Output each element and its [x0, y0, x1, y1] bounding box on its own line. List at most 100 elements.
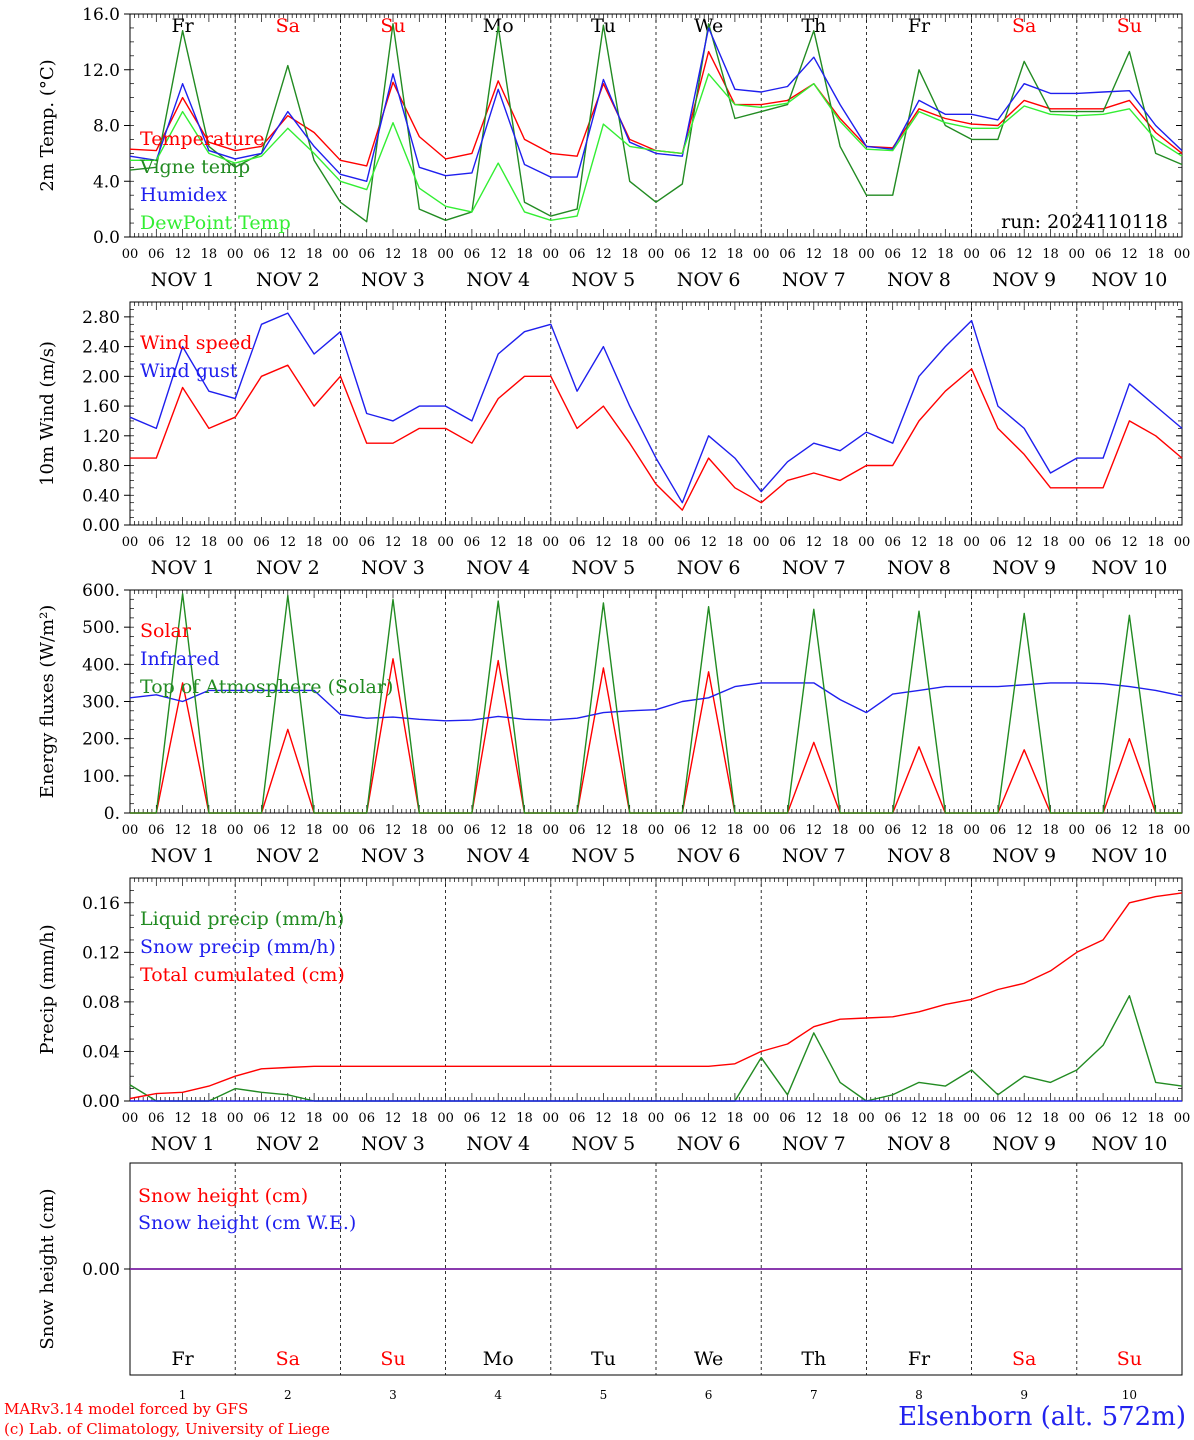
y-axis-label: Snow height (cm): [37, 1188, 58, 1349]
legend-entry: Vigne temp: [139, 156, 250, 178]
hour-tick-label: 06: [569, 247, 586, 262]
y-tick-label: 1.20: [82, 427, 120, 447]
hour-tick-label: 00: [543, 535, 560, 550]
hour-tick-label: 06: [779, 823, 796, 838]
hour-tick-label: 06: [358, 823, 375, 838]
hour-tick-label: 06: [464, 823, 481, 838]
hour-tick-label: 00: [858, 823, 875, 838]
hour-tick-label: 06: [1095, 247, 1112, 262]
y-tick-label: 4.0: [93, 172, 120, 192]
hour-tick-label: 06: [779, 247, 796, 262]
hour-tick-label: 00: [1069, 823, 1086, 838]
hour-tick-label: 06: [569, 1111, 586, 1126]
series-line: [129, 892, 1183, 1100]
hour-tick-label: 12: [911, 823, 928, 838]
hour-tick-label: 12: [385, 1111, 402, 1126]
hour-tick-label: 18: [516, 535, 533, 550]
legend-entry: Temperature: [140, 128, 264, 150]
hour-tick-label: 12: [595, 823, 612, 838]
hour-tick-label: 06: [884, 1111, 901, 1126]
hour-tick-label: 12: [490, 247, 507, 262]
hour-tick-label: 18: [832, 247, 849, 262]
y-tick-label: 0.00: [82, 1092, 120, 1112]
y-axis-label: 2m Temp. (°C): [37, 59, 58, 191]
hour-tick-label: 12: [1016, 535, 1033, 550]
hour-tick-label: 06: [674, 1111, 691, 1126]
y-tick-label: 400.: [82, 655, 120, 675]
hour-tick-label: 06: [464, 535, 481, 550]
hour-tick-label: 06: [779, 535, 796, 550]
hour-tick-label: 06: [358, 247, 375, 262]
weekday-label: Th: [801, 15, 826, 37]
date-label: NOV 9: [992, 269, 1056, 291]
date-label: NOV 3: [361, 1133, 425, 1155]
hour-tick-label: 12: [385, 247, 402, 262]
hour-tick-label: 06: [674, 823, 691, 838]
hour-tick-label: 00: [963, 823, 980, 838]
weekday-label: Su: [1117, 15, 1142, 37]
date-label: NOV 1: [151, 845, 215, 867]
hour-tick-label: 06: [148, 823, 165, 838]
hour-tick-label: 00: [227, 247, 244, 262]
date-label: NOV 10: [1091, 557, 1167, 579]
hour-tick-label: 00: [963, 535, 980, 550]
hour-tick-label: 00: [648, 247, 665, 262]
legend-entry: Total cumulated (cm): [140, 964, 345, 986]
hour-tick-label: 06: [1095, 1111, 1112, 1126]
plot-frame: [129, 301, 1183, 526]
weekday-label: Sa: [276, 1348, 300, 1370]
hour-tick-label: 18: [937, 1111, 954, 1126]
series-line: [129, 23, 1183, 223]
date-label: NOV 7: [782, 269, 846, 291]
hour-tick-label: 12: [490, 823, 507, 838]
date-label: NOV 2: [256, 269, 320, 291]
hour-tick-label: 00: [1174, 535, 1191, 550]
legend-entry: DewPoint Temp: [140, 212, 291, 234]
hour-tick-label: 12: [490, 1111, 507, 1126]
y-tick-label: 600.: [82, 581, 120, 601]
hour-tick-label: 12: [911, 1111, 928, 1126]
hour-tick-label: 00: [227, 1111, 244, 1126]
model-credit: MARv3.14 model forced by GFS: [4, 1400, 249, 1418]
date-label: NOV 4: [466, 269, 530, 291]
hour-tick-label: 18: [306, 1111, 323, 1126]
hour-tick-label: 06: [884, 535, 901, 550]
hour-tick-label: 06: [253, 823, 270, 838]
hour-tick-label: 06: [779, 1111, 796, 1126]
date-label: NOV 6: [677, 269, 741, 291]
y-tick-label: 0.: [104, 804, 120, 824]
legend-entry: Snow height (cm W.E.): [138, 1212, 356, 1234]
date-label: NOV 4: [466, 845, 530, 867]
hour-tick-label: 12: [174, 823, 191, 838]
date-label: NOV 6: [677, 845, 741, 867]
hour-tick-label: 00: [122, 535, 139, 550]
y-tick-label: 2.40: [82, 338, 120, 358]
y-tick-label: 300.: [82, 693, 120, 713]
hour-tick-label: 00: [963, 1111, 980, 1126]
hour-tick-label: 12: [1121, 823, 1138, 838]
hour-tick-label: 18: [621, 823, 638, 838]
hour-tick-label: 18: [621, 247, 638, 262]
hour-tick-label: 12: [280, 535, 297, 550]
hour-tick-label: 00: [753, 1111, 770, 1126]
weekday-label: Fr: [171, 1348, 194, 1370]
hour-tick-label: 12: [700, 247, 717, 262]
hour-tick-label: 00: [332, 1111, 349, 1126]
day-number-label: 2: [284, 1388, 292, 1400]
date-label: NOV 6: [677, 1133, 741, 1155]
lab-credit: (c) Lab. of Climatology, University of L…: [4, 1420, 330, 1438]
hour-tick-label: 06: [884, 247, 901, 262]
hour-tick-label: 00: [543, 1111, 560, 1126]
hour-tick-label: 18: [306, 823, 323, 838]
hour-tick-label: 12: [174, 247, 191, 262]
hour-tick-label: 18: [727, 1111, 744, 1126]
hour-tick-label: 06: [990, 1111, 1007, 1126]
hour-tick-label: 00: [1174, 247, 1191, 262]
hour-tick-label: 00: [648, 1111, 665, 1126]
weekday-label: Su: [380, 1348, 405, 1370]
y-tick-label: 2.80: [82, 308, 120, 328]
hour-tick-label: 18: [201, 823, 218, 838]
plot-frame: [129, 13, 1183, 238]
hour-tick-label: 12: [1121, 1111, 1138, 1126]
hour-tick-label: 18: [201, 1111, 218, 1126]
